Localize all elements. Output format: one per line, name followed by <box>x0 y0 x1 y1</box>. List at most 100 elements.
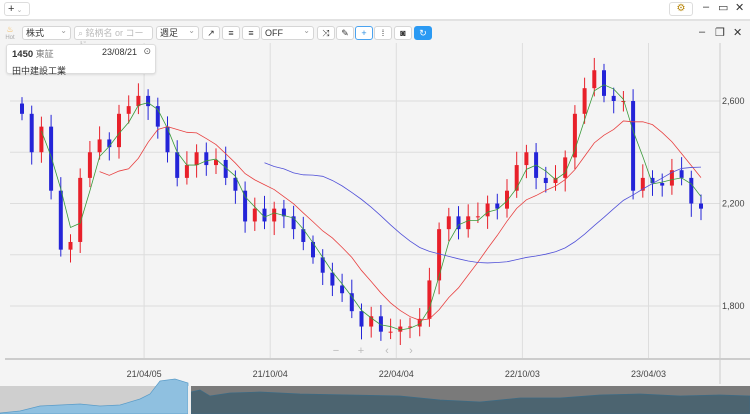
screenshot-button[interactable]: ◙ <box>394 26 412 40</box>
candle-body <box>699 203 703 209</box>
symbol-search-input[interactable]: ⌕ 銘柄名 or コード <box>74 26 153 50</box>
app-minimize-button[interactable]: – <box>703 1 710 13</box>
settings-button[interactable]: ⚙ <box>669 2 693 16</box>
refresh-button[interactable]: ↻ <box>414 26 432 40</box>
date-label: 23/08/21 <box>101 47 137 57</box>
candle-body <box>243 190 248 222</box>
candle-body <box>437 229 442 281</box>
candle-body <box>621 101 626 102</box>
shuffle-button[interactable]: ⤨ <box>317 26 335 40</box>
candle-body <box>252 208 257 222</box>
candle-body <box>97 139 102 153</box>
chevron-down-icon: ⌄ <box>16 7 23 14</box>
candle-body <box>466 216 471 230</box>
hot-label: Hot <box>5 35 15 41</box>
trendline-button[interactable]: ↗ <box>202 26 220 40</box>
shuffle-icon: ⤨ <box>322 28 330 38</box>
candle-body <box>592 70 597 89</box>
candle-body <box>446 216 451 230</box>
indicator-select[interactable]: OFF <box>261 25 314 40</box>
candle-body <box>689 177 694 204</box>
draw-button[interactable]: ✎ <box>336 26 354 40</box>
period-select[interactable]: 週足 <box>156 25 199 40</box>
candle-body <box>475 216 480 218</box>
candle-body <box>272 208 277 222</box>
candle-body <box>49 126 54 191</box>
candle-body <box>660 183 665 186</box>
add-tab-button[interactable]: + ⌄ <box>4 2 30 16</box>
nav-zoom-in-button[interactable]: + <box>358 345 364 357</box>
candle-body <box>262 208 267 222</box>
candle-body <box>281 208 286 217</box>
x-tick-label: 22/04/04 <box>379 369 414 379</box>
candle-body <box>136 95 141 107</box>
nav-zoom-out-button[interactable]: − <box>333 345 339 357</box>
market-select[interactable]: 株式 <box>22 25 71 40</box>
candle-body <box>194 152 199 166</box>
candle-body <box>58 190 63 250</box>
y-tick-label: 2,200 <box>722 199 745 209</box>
navigator-area-selected <box>190 389 750 414</box>
window-close-button[interactable]: ✕ <box>733 27 743 39</box>
candle-body <box>214 159 218 166</box>
candle-body <box>126 106 131 114</box>
candle-body <box>320 257 325 273</box>
candle-body <box>349 293 354 312</box>
gear-icon: ⚙ <box>676 3 686 14</box>
nav-prev-button[interactable]: ‹ <box>385 345 389 357</box>
crosshair-button[interactable]: + <box>355 26 373 40</box>
app-close-button[interactable]: ✕ <box>735 2 745 14</box>
collapse-icon[interactable]: ⊙ <box>143 46 151 56</box>
align-right-button[interactable]: ≡ <box>242 26 260 40</box>
compare-button[interactable]: ⁞ <box>374 26 392 40</box>
flame-icon: ♨ <box>6 25 14 34</box>
plus-icon: + <box>8 3 15 15</box>
window-restore-button[interactable]: ❐ <box>715 27 725 39</box>
candle-body <box>155 106 160 127</box>
navigator-handle[interactable] <box>188 386 191 414</box>
candle-body <box>582 88 587 114</box>
chart-toolbar: ♨Hot 株式 ⌕ 銘柄名 or コード 週足 ↗ ≡ ≡ OFF ⤨ ✎ + … <box>0 23 750 50</box>
hot-button[interactable]: ♨ Hot <box>5 26 15 42</box>
candle-body <box>456 216 461 230</box>
ma-mid-line <box>99 120 702 321</box>
x-tick-label: 21/10/04 <box>253 369 288 379</box>
candle-body <box>427 280 432 319</box>
candle-body <box>146 95 151 107</box>
candle-body <box>408 326 412 328</box>
pencil-icon: ✎ <box>341 28 349 38</box>
y-tick-label: 2,600 <box>722 96 745 106</box>
x-tick-label: 23/04/03 <box>631 369 666 379</box>
candle-body <box>117 113 121 148</box>
chart-window: 2,600 2,200 1,800 21/04/05 21/10/04 22/04/04 2… <box>0 19 750 414</box>
search-icon: ⌕ <box>78 28 86 38</box>
candle-body <box>165 126 170 153</box>
candle-body <box>563 157 568 178</box>
symbol-code: 1450 <box>12 49 34 60</box>
candle-body <box>602 70 606 96</box>
candle-body <box>359 311 364 327</box>
app-maximize-button[interactable]: ▭ <box>718 2 729 14</box>
align-left-button[interactable]: ≡ <box>222 26 240 40</box>
price-chart[interactable]: 2,600 2,200 1,800 21/04/05 21/10/04 22/04/04 2… <box>0 21 750 414</box>
nav-next-button[interactable]: › <box>409 345 413 357</box>
crosshair-icon: + <box>361 28 367 38</box>
window-minimize-button[interactable]: – <box>699 26 706 38</box>
candle-body <box>485 203 490 217</box>
candle-body <box>388 331 393 333</box>
lines-left-icon: ≡ <box>228 28 234 38</box>
candle-body <box>417 318 422 327</box>
candle-body <box>514 165 519 191</box>
candle-body <box>29 113 34 153</box>
candle-body <box>611 95 616 101</box>
candle-body <box>311 241 315 258</box>
candle-body <box>301 229 306 242</box>
refresh-icon: ↻ <box>419 28 427 38</box>
candle-body <box>175 152 180 178</box>
candle-body <box>398 326 403 332</box>
candle-body <box>669 170 674 186</box>
candle-body <box>631 101 636 191</box>
x-tick-label: 22/10/03 <box>505 369 540 379</box>
company-name: 田中建設工業 <box>12 66 67 76</box>
candle-body <box>640 177 645 191</box>
